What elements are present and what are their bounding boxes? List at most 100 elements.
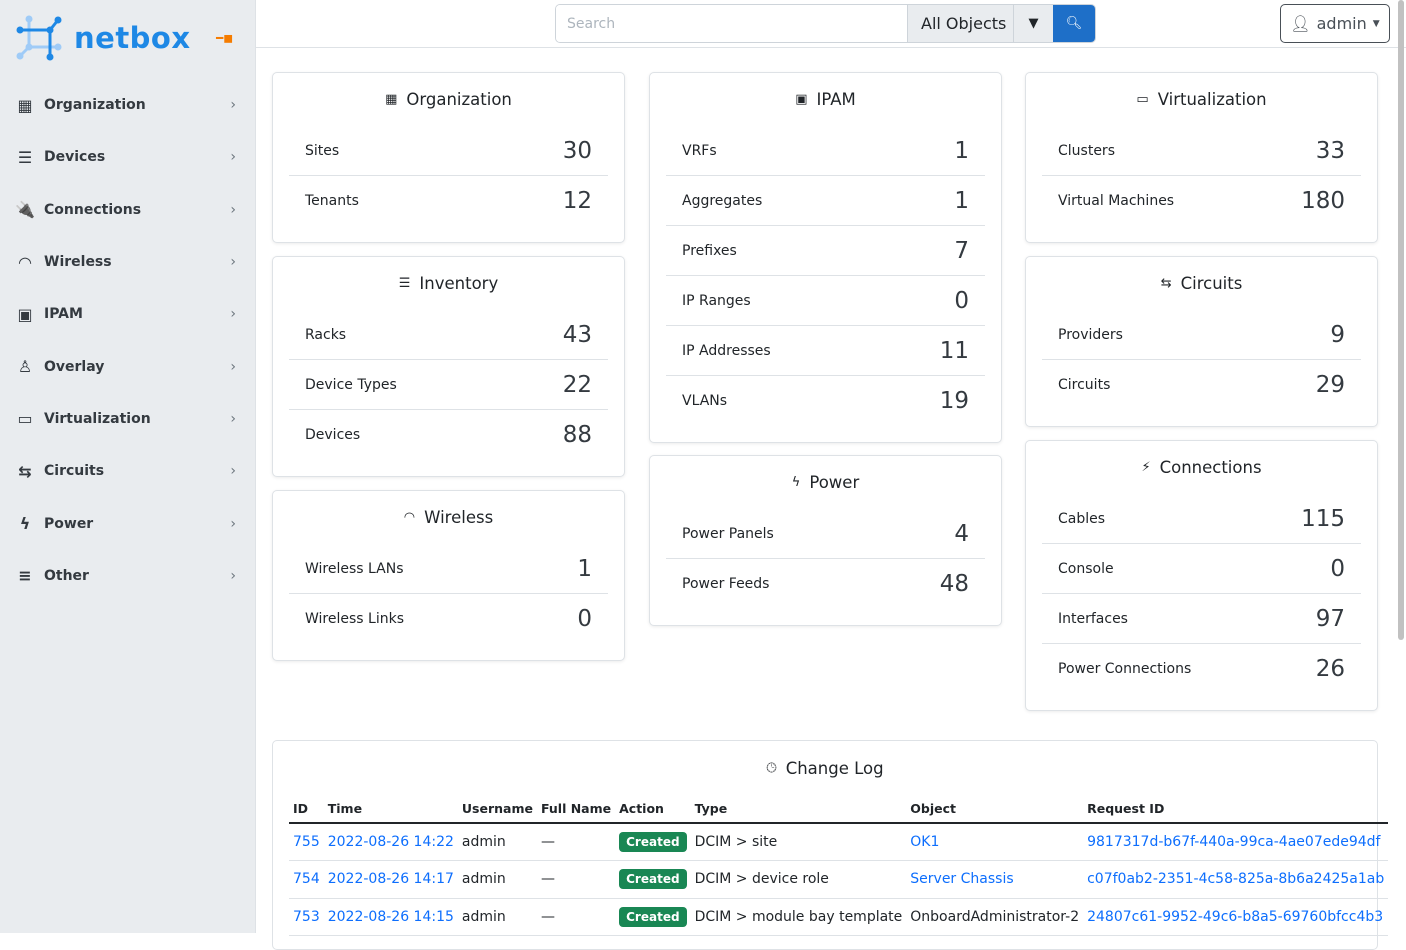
chevron-right-icon: › [230,410,236,427]
filter-icon[interactable]: ▼ [1013,5,1053,42]
object-link[interactable]: Server Chassis [910,871,1014,888]
stat-count: 1 [954,187,969,214]
monitor-icon: ▭ [1136,92,1149,107]
chevron-right-icon: › [230,201,236,218]
sidebar-item-virtualization[interactable]: ▭ Virtualization › [0,393,256,445]
stat-row-wireless-lans[interactable]: Wireless LANs 1 [289,544,608,594]
username-cell: admin [457,823,537,861]
time-link[interactable]: 2022-08-26 14:22 [327,834,454,850]
sidebar-item-other[interactable]: ≡ Other › [0,550,256,602]
stat-row-ip-ranges[interactable]: IP Ranges 0 [666,276,985,326]
stat-row-racks[interactable]: Racks 43 [289,310,608,360]
sidebar-item-label: Overlay [44,358,105,375]
stat-label: Devices [305,427,361,443]
search-icon: 🔍︎ [1065,16,1083,31]
card-inventory: ☰ Inventory Racks 43 Device Types 22 Devices 88 [272,256,625,477]
username-cell: admin [457,860,537,899]
stat-count: 33 [1315,137,1345,164]
pin-sidebar-icon[interactable]: ━◼ [216,31,234,45]
id-link[interactable]: 755 [293,834,320,850]
stat-row-device-types[interactable]: Device Types 22 [289,360,608,410]
search-scope-select[interactable]: All Objects [907,5,1013,42]
sidebar-item-overlay[interactable]: ♙ Overlay › [0,340,256,392]
stat-row-sites[interactable]: Sites 30 [289,126,608,176]
stat-count: 1 [954,137,969,164]
stat-row-circuits[interactable]: Circuits 29 [1042,360,1361,410]
changelog-table: ID Time Username Full Name Action Type Object R… [289,795,1389,936]
sidebar-item-label: Virtualization [44,410,151,427]
object-name: OnboardAdministrator-2 [910,908,1080,925]
card-title: Change Log [785,758,884,778]
column-header-action: Action [615,795,691,824]
ipam-icon: ▣ [795,92,808,107]
stat-count: 30 [562,137,592,164]
sidebar-item-devices[interactable]: ☰ Devices › [0,131,256,183]
type-cell: DCIM > module bay template [690,898,907,936]
user-menu-button[interactable]: 👤︎ admin ▼ [1280,4,1390,43]
stat-count: 180 [1301,188,1345,214]
sidebar-item-connections[interactable]: 🔌 Connections › [0,184,256,236]
object-link[interactable]: OK1 [910,834,940,850]
chevron-right-icon: › [230,97,236,114]
time-link[interactable]: 2022-08-26 14:15 [327,908,454,925]
stat-label: Clusters [1058,142,1115,159]
stat-count: 0 [577,606,592,632]
column-header-time: Time [323,795,458,824]
stat-row-clusters[interactable]: Clusters 33 [1042,126,1361,176]
stat-label: Tenants [305,193,359,209]
sidebar-item-power[interactable]: ϟ Power › [0,497,256,549]
stat-label: Power Connections [1058,661,1192,677]
netbox-logo[interactable]: netbox [16,14,191,62]
stat-label: IP Ranges [682,292,751,309]
card-wireless: ◠ Wireless Wireless LANs 1 Wireless Links 0 [272,490,625,661]
stat-label: Wireless LANs [305,560,404,577]
stat-row-cables[interactable]: Cables 115 [1042,494,1361,544]
id-link[interactable]: 754 [293,871,320,888]
plug-icon: 🔌 [15,200,35,220]
stat-count: 0 [1330,555,1345,582]
stat-row-power-feeds[interactable]: Power Feeds 48 [666,559,985,609]
column-header-object: Object [906,795,1084,824]
request-id-link[interactable]: c07f0ab2-2351-4c58-825a-8b6a2425a1ab [1087,871,1385,888]
stat-count: 115 [1301,505,1345,532]
request-id-link[interactable]: 9817317d-b67f-440a-99ca-4ae07ede94df [1087,834,1381,850]
flash-icon: ϟ [791,475,801,490]
table-row: 753 2022-08-26 14:15 admin — Created DCI… [289,898,1389,936]
search-button[interactable]: 🔍︎ [1053,5,1095,42]
table-row: 754 2022-08-26 14:17 admin — Created DCI… [289,860,1389,899]
time-link[interactable]: 2022-08-26 14:17 [327,871,454,888]
stat-row-vlans[interactable]: VLANs 19 [666,376,985,426]
stat-row-devices[interactable]: Devices 88 [289,410,608,460]
sidebar-item-ipam[interactable]: ▣ IPAM › [0,288,256,340]
monitor-icon: ▭ [17,409,33,429]
stat-row-power-panels[interactable]: Power Panels 4 [666,509,985,559]
username-cell: admin [457,898,537,936]
sidebar-item-circuits[interactable]: ⇆ Circuits › [0,445,256,497]
action-badge: Created [619,832,687,852]
search-input[interactable] [556,5,907,42]
sidebar-item-label: Power [44,515,94,532]
stat-row-tenants[interactable]: Tenants 12 [289,176,608,226]
scrollbar[interactable] [1398,0,1404,640]
stat-row-vrfs[interactable]: VRFs 1 [666,126,985,176]
stat-row-prefixes[interactable]: Prefixes 7 [666,226,985,276]
stat-label: IP Addresses [682,342,771,359]
stat-row-power-connections[interactable]: Power Connections 26 [1042,644,1361,694]
stat-count: 43 [562,321,592,348]
stat-row-console[interactable]: Console 0 [1042,544,1361,594]
column-header-type: Type [690,795,907,824]
stat-count: 88 [562,422,592,448]
ipam-icon: ▣ [17,304,33,324]
stat-row-providers[interactable]: Providers 9 [1042,310,1361,360]
stat-row-ip-addresses[interactable]: IP Addresses 11 [666,326,985,376]
stat-row-virtual-machines[interactable]: Virtual Machines 180 [1042,176,1361,226]
action-badge: Created [619,906,687,927]
stat-row-interfaces[interactable]: Interfaces 97 [1042,594,1361,644]
stat-row-wireless-links[interactable]: Wireless Links 0 [289,594,608,644]
stat-row-aggregates[interactable]: Aggregates 1 [666,176,985,226]
request-id-link[interactable]: 24807c61-9952-49c6-b8a5-69760bfcc4b3 [1087,908,1384,925]
chevron-right-icon: › [230,149,236,166]
id-link[interactable]: 753 [293,908,320,925]
sidebar-item-organization[interactable]: ▦ Organization › [0,79,256,131]
sidebar-item-wireless[interactable]: ◠ Wireless › [0,236,256,288]
